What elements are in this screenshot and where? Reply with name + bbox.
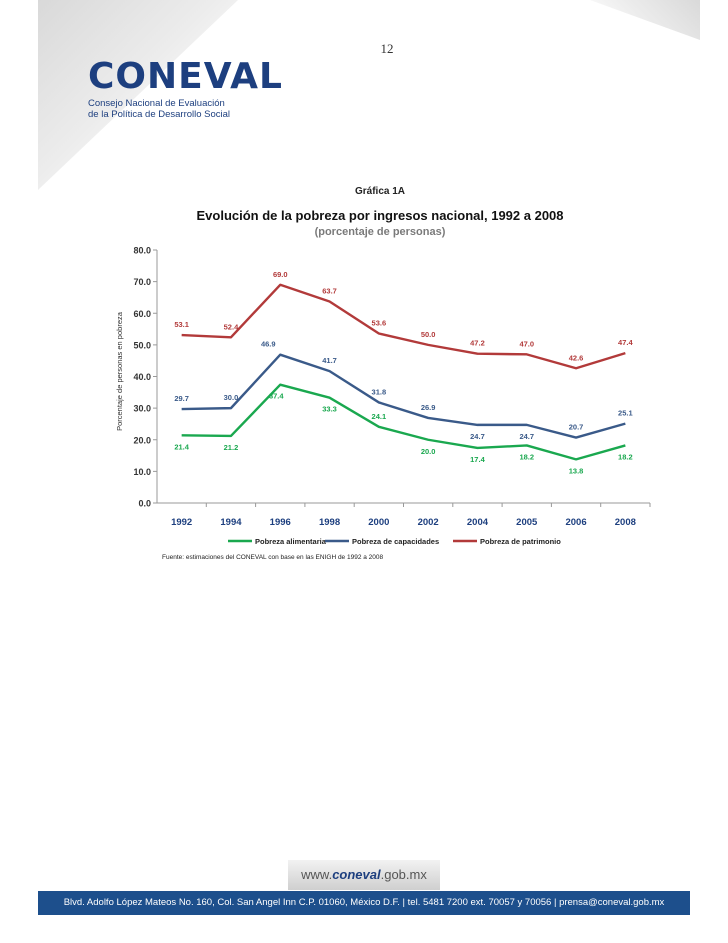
y-tick-label: 70.0 — [133, 277, 151, 287]
data-label: 53.1 — [174, 320, 189, 329]
data-label: 29.7 — [174, 394, 189, 403]
x-tick-label: 2002 — [418, 517, 439, 528]
x-tick-label: 1992 — [171, 517, 192, 528]
data-label: 25.1 — [618, 409, 633, 418]
data-label: 33.3 — [322, 405, 337, 414]
data-label: 24.7 — [470, 432, 485, 441]
chart-title: Evolución de la pobreza por ingresos nac… — [196, 208, 564, 223]
legend-entry: Pobreza de patrimonio — [480, 537, 561, 546]
x-tick-label: 2004 — [467, 517, 489, 528]
logo-subtitle-line1: Consejo Nacional de Evaluación — [88, 98, 225, 109]
logo-subtitle-line2: de la Política de Desarrollo Social — [88, 109, 231, 120]
data-label: 18.2 — [618, 452, 633, 461]
logo-subtitle: Consejo Nacional de Evaluación de la Pol… — [88, 98, 238, 120]
y-tick-label: 50.0 — [133, 340, 151, 350]
data-label: 47.0 — [519, 339, 534, 348]
series-line-pobreza-alimentaria — [181, 383, 626, 461]
x-tick-label: 2005 — [516, 517, 538, 528]
y-tick-label: 80.0 — [133, 246, 151, 256]
page-number: 12 — [380, 41, 394, 56]
data-label: 52.4 — [224, 322, 239, 331]
data-label: 21.2 — [224, 443, 239, 452]
y-tick-label: 10.0 — [133, 467, 151, 477]
y-tick-label: 20.0 — [133, 435, 151, 445]
data-label: 47.2 — [470, 339, 485, 348]
website-prefix: www. — [301, 867, 333, 882]
series-line-pobreza-de-capacidades — [181, 353, 626, 439]
figure-label: Gráfica 1A — [354, 186, 406, 197]
x-tick-label: 1994 — [220, 517, 242, 528]
series-line-pobreza-de-patrimonio — [181, 283, 626, 370]
data-label: 17.4 — [470, 455, 485, 464]
footer-contact: Blvd. Adolfo López Mateos No. 160, Col. … — [38, 891, 690, 915]
data-label: 20.7 — [569, 423, 584, 432]
x-tick-label: 2000 — [368, 517, 389, 528]
data-label: 69.0 — [273, 270, 288, 279]
data-label: 26.9 — [421, 403, 436, 412]
website-brand: coneval — [332, 867, 381, 882]
chart-subtitle: (porcentaje de personas) — [314, 226, 446, 238]
source-note: Fuente: estimaciones del CONEVAL con bas… — [162, 554, 384, 561]
data-label: 46.9 — [261, 340, 276, 349]
data-label: 13.8 — [569, 466, 584, 475]
data-label: 47.4 — [618, 338, 633, 347]
website-suffix: .gob.mx — [380, 867, 427, 882]
data-label: 41.7 — [322, 356, 337, 365]
data-label: 20.0 — [421, 447, 436, 456]
data-label: 21.4 — [174, 442, 189, 451]
y-tick-label: 40.0 — [133, 372, 151, 382]
legend-entry: Pobreza de capacidades — [352, 537, 439, 546]
data-label: 24.1 — [372, 412, 387, 421]
x-tick-label: 1996 — [270, 517, 291, 528]
data-label: 63.7 — [322, 287, 337, 296]
data-label: 24.7 — [519, 432, 534, 441]
y-tick-label: 0.0 — [138, 499, 151, 509]
legend-entry: Pobreza alimentaria — [255, 537, 327, 546]
website-banner[interactable]: www.coneval.gob.mx — [288, 860, 440, 890]
data-label: 30.0 — [224, 393, 239, 402]
data-label: 31.8 — [372, 387, 387, 396]
data-label: 37.4 — [269, 392, 284, 401]
y-tick-label: 60.0 — [133, 309, 151, 319]
x-tick-label: 2008 — [615, 517, 636, 528]
y-tick-label: 30.0 — [133, 404, 151, 414]
data-label: 42.6 — [569, 353, 584, 362]
y-axis-label: Porcentaje de personas en pobreza — [115, 311, 124, 431]
poverty-line-chart: 0.0 10.0 20.0 30.0 40.0 50.0 60.0 70.0 80.0 Porce… — [115, 246, 651, 546]
data-label: 18.2 — [519, 452, 534, 461]
data-label: 53.6 — [372, 318, 387, 327]
x-tick-label: 2006 — [565, 517, 586, 528]
x-tick-label: 1998 — [319, 517, 340, 528]
data-label: 50.0 — [421, 330, 436, 339]
